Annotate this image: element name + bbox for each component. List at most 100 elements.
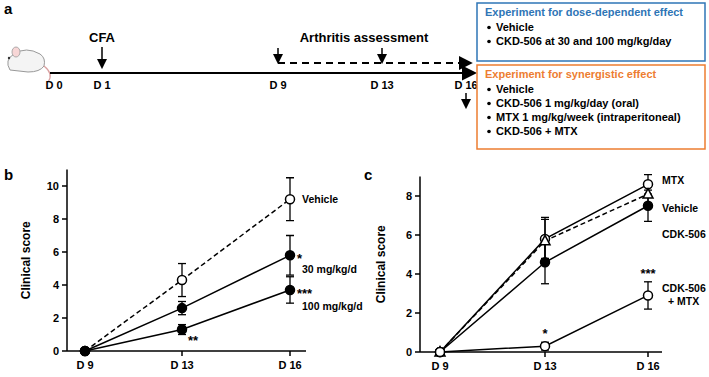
y-tick-label: 4	[53, 279, 60, 291]
mouse-ear	[12, 47, 20, 57]
y-axis-title: Clinical score	[374, 225, 388, 303]
y-tick	[415, 312, 420, 314]
experiment-box: Experiment for synergistic effectVehicle…	[477, 65, 705, 149]
marker	[644, 291, 653, 300]
y-tick	[62, 185, 67, 187]
bullet	[487, 26, 491, 30]
y-tick	[415, 234, 420, 236]
y-tick	[62, 251, 67, 253]
marker	[436, 348, 445, 357]
marker	[541, 342, 550, 351]
error-cap	[178, 314, 186, 315]
assessment-span	[278, 62, 470, 64]
y-axis	[66, 170, 68, 352]
x-tick	[289, 351, 291, 356]
day-label: D 0	[45, 79, 62, 91]
error-cap	[286, 177, 294, 178]
y-tick-label: 0	[53, 345, 59, 357]
series-label: Vehicle	[302, 193, 338, 205]
marker	[436, 348, 445, 357]
panel-b: b0246810D 9D 13D 16Clinical scoreVehicle…	[4, 166, 363, 371]
box-item: MTX 1 mg/kg/week (intraperitoneal)	[496, 111, 681, 123]
y-tick-label: 4	[406, 268, 413, 280]
error-cap	[178, 296, 186, 297]
series-label-line: + MTX	[668, 295, 699, 307]
series-line	[440, 295, 648, 352]
error-cap	[644, 174, 652, 175]
marker	[81, 347, 90, 356]
error-cap	[178, 301, 186, 302]
bullet	[487, 88, 491, 92]
error-cap	[286, 276, 294, 277]
series-line	[440, 206, 648, 352]
y-tick	[62, 350, 67, 352]
series-line	[85, 255, 290, 351]
series-label: Vehicle	[662, 202, 698, 214]
error-bar	[178, 264, 186, 297]
bullet	[487, 130, 491, 134]
series-line	[440, 184, 648, 352]
error-cap	[286, 274, 294, 275]
mouse-eye	[8, 57, 10, 59]
y-tick	[415, 195, 420, 197]
event-label: Arthritis assessment	[300, 30, 429, 45]
box-item: CKD-506 at 30 and 100 mg/kg/day	[496, 35, 672, 47]
marker	[435, 347, 445, 357]
event-arrow	[465, 93, 467, 107]
figure: aD 0D 1D 9D 13D 16CFAArthritis assessmen…	[0, 0, 709, 377]
y-tick-label: 10	[47, 180, 59, 192]
marker	[81, 347, 90, 356]
error-cap	[541, 283, 549, 284]
marker	[286, 251, 295, 260]
day-label: D 9	[269, 79, 286, 91]
error-cap	[644, 221, 652, 222]
significance: ***	[640, 266, 656, 281]
series-label: CDK-506	[662, 228, 706, 240]
series-label-line: CDK-506	[662, 282, 706, 294]
marker	[178, 304, 187, 313]
box-item: Vehicle	[496, 21, 534, 33]
error-bar	[286, 277, 294, 303]
y-axis	[419, 177, 421, 353]
x-tick	[181, 351, 183, 356]
mouse-icon	[8, 47, 51, 82]
box-frame	[477, 65, 705, 149]
marker	[178, 325, 187, 334]
y-tick	[415, 273, 420, 275]
event-arrow	[101, 47, 103, 67]
x-tick	[647, 352, 649, 357]
plot-area	[81, 178, 295, 356]
panel-letter: b	[4, 166, 13, 183]
y-tick-label: 2	[406, 307, 412, 319]
bullet	[487, 40, 491, 44]
box-title: Experiment for dose-dependent effect	[485, 6, 683, 18]
y-tick-label: 2	[53, 312, 59, 324]
error-cap	[286, 302, 294, 303]
error-bar	[178, 325, 186, 335]
marker	[541, 258, 550, 267]
bullet	[487, 116, 491, 120]
error-cap	[178, 263, 186, 264]
event-label: CFA	[89, 30, 116, 45]
marker	[540, 235, 550, 245]
box-item: CKD-506 + MTX	[496, 125, 578, 137]
box-item: CKD-506 1 mg/kg/day (oral)	[496, 97, 639, 109]
series-label: CDK-506+ MTX	[662, 282, 706, 307]
error-bar	[541, 342, 549, 350]
marker	[643, 189, 653, 199]
x-tick-label: D 13	[170, 359, 193, 371]
marker	[286, 195, 295, 204]
significance: *	[542, 326, 548, 341]
marker	[644, 201, 653, 210]
significance: *	[297, 251, 303, 266]
timeline-axis	[50, 72, 474, 74]
y-axis-title: Clinical score	[19, 221, 33, 299]
series-line	[85, 290, 290, 351]
x-tick-label: D 16	[636, 360, 659, 372]
error-cap	[286, 235, 294, 236]
y-tick	[62, 317, 67, 319]
y-tick-label: 8	[53, 213, 59, 225]
y-tick-label: 8	[406, 190, 412, 202]
error-bar	[644, 282, 652, 309]
panel-a: aD 0D 1D 9D 13D 16CFAArthritis assessmen…	[4, 0, 705, 149]
